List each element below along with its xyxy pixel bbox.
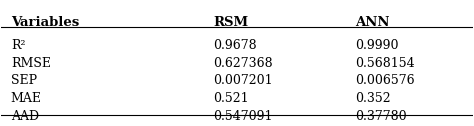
Text: Variables: Variables (11, 17, 79, 29)
Text: R²: R² (11, 39, 25, 52)
Text: 0.547091: 0.547091 (213, 111, 273, 123)
Text: ANN: ANN (355, 17, 389, 29)
Text: 0.521: 0.521 (213, 92, 249, 105)
Text: AAD: AAD (11, 111, 39, 123)
Text: SEP: SEP (11, 74, 37, 87)
Text: RMSE: RMSE (11, 56, 51, 70)
Text: 0.007201: 0.007201 (213, 74, 273, 87)
Text: RSM: RSM (213, 17, 248, 29)
Text: MAE: MAE (11, 92, 42, 105)
Text: 0.006576: 0.006576 (355, 74, 414, 87)
Text: 0.9678: 0.9678 (213, 39, 257, 52)
Text: 0.568154: 0.568154 (355, 56, 414, 70)
Text: 0.9990: 0.9990 (355, 39, 398, 52)
Text: 0.37780: 0.37780 (355, 111, 406, 123)
Text: 0.352: 0.352 (355, 92, 391, 105)
Text: 0.627368: 0.627368 (213, 56, 273, 70)
